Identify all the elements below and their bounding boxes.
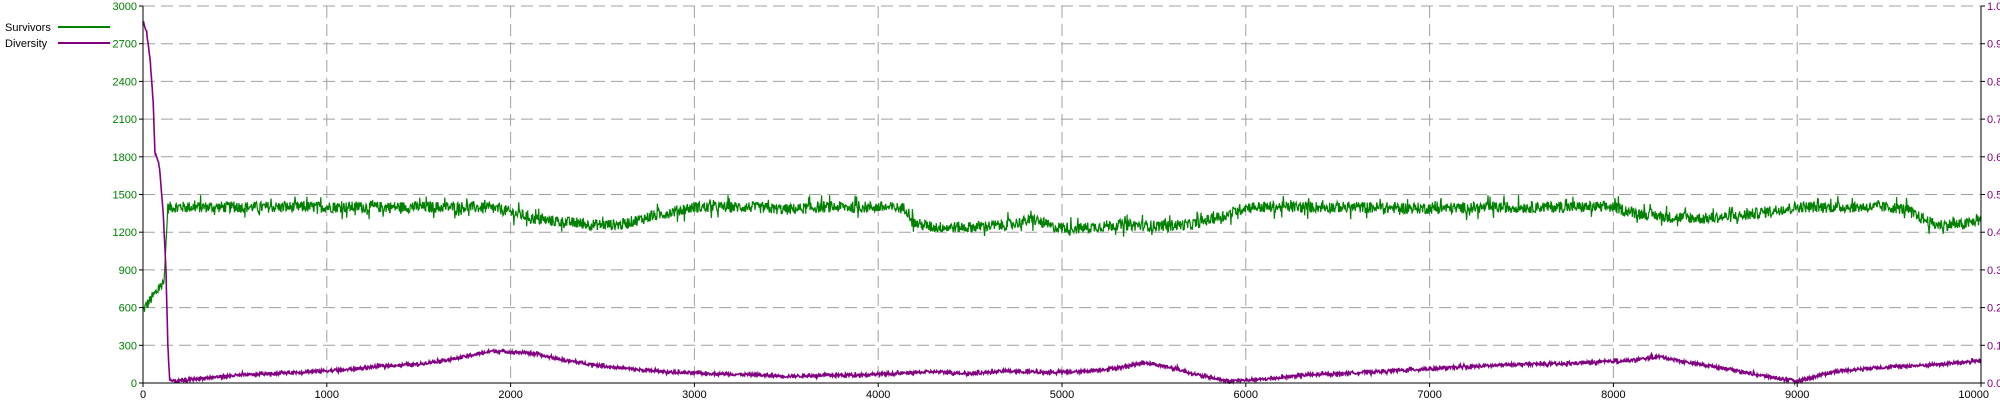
series-layer [142,21,1982,387]
legend-label-survivors: Survivors [5,22,51,34]
y-tick-label: 600 [119,303,137,315]
x-tick-label: 4000 [866,389,890,400]
y-tick-label: 0 [131,378,137,390]
y2-tick-label: 0.90 [1987,39,2000,51]
x-tick-label: 1000 [315,389,339,400]
x-tick-label: 0 [140,389,146,400]
y2-tick-label: 0.20 [1987,303,2000,315]
y-tick-label: 1800 [113,152,137,164]
y-tick-label: 1200 [113,227,137,239]
grid-lines [143,5,1982,383]
legend: Survivors Diversity [5,22,110,50]
x-tick-label: 10000 [1958,389,1989,400]
y2-tick-label: 0.60 [1987,152,2000,164]
y2-tick-label: 0.30 [1987,265,2000,277]
y2-tick-label: 0.80 [1987,76,2000,88]
x-tick-label: 7000 [1417,389,1441,400]
x-tick-label: 6000 [1234,389,1258,400]
legend-label-diversity: Diversity [5,38,48,50]
series-line-diversity [142,21,1982,387]
x-tick-label: 8000 [1601,389,1625,400]
y-tick-label: 1500 [113,190,137,202]
axes: 0 300 600 900 1200 1500 1800 2100 2400 2700 3000 0.… [113,1,2000,400]
y2-tick-label: 0.40 [1987,227,2000,239]
y-tick-label: 2100 [113,114,137,126]
y2-tick-label: 0.50 [1987,190,2000,202]
y-tick-label: 2700 [113,39,137,51]
series-line-survivors [142,195,1982,312]
x-tick-label: 5000 [1050,389,1074,400]
y2-tick-label: 0.10 [1987,340,2000,352]
x-tick-label: 3000 [682,389,706,400]
y2-tick-label: 1.00 [1987,1,2000,13]
x-tick-label: 9000 [1785,389,1809,400]
y-tick-label: 2400 [113,76,137,88]
y-tick-label: 3000 [113,1,137,13]
y2-tick-label: 0.70 [1987,114,2000,126]
y-tick-label: 900 [119,265,137,277]
y2-tick-label: 0.00 [1987,378,2000,390]
x-tick-label: 2000 [498,389,522,400]
y-tick-label: 300 [119,340,137,352]
